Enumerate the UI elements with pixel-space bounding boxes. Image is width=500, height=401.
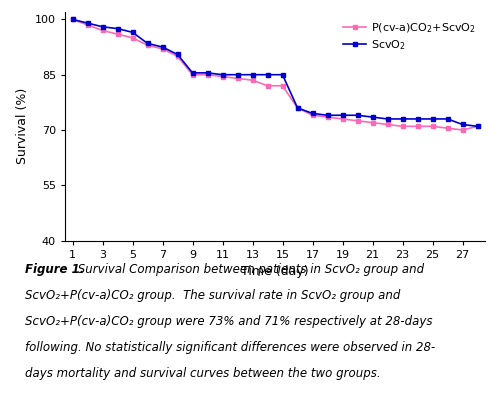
Text: ScvO₂+P(cv-a)CO₂ group were 73% and 71% respectively at 28-days: ScvO₂+P(cv-a)CO₂ group were 73% and 71% … <box>25 315 432 328</box>
Legend: P(cv-a)CO$_2$+ScvO$_2$, ScvO$_2$: P(cv-a)CO$_2$+ScvO$_2$, ScvO$_2$ <box>340 18 479 55</box>
Text: ScvO₂+P(cv-a)CO₂ group.  The survival rate in ScvO₂ group and: ScvO₂+P(cv-a)CO₂ group. The survival rat… <box>25 289 400 302</box>
Text: days mortality and survival curves between the two groups.: days mortality and survival curves betwe… <box>25 367 380 380</box>
Text: Survival Comparison between patients in ScvO₂ group and: Survival Comparison between patients in … <box>74 263 424 275</box>
Text: Figure 1.: Figure 1. <box>25 263 84 275</box>
Text: following. No statistically significant differences were observed in 28-: following. No statistically significant … <box>25 341 435 354</box>
Y-axis label: Survival (%): Survival (%) <box>16 88 30 164</box>
X-axis label: Time (day): Time (day) <box>241 265 309 278</box>
